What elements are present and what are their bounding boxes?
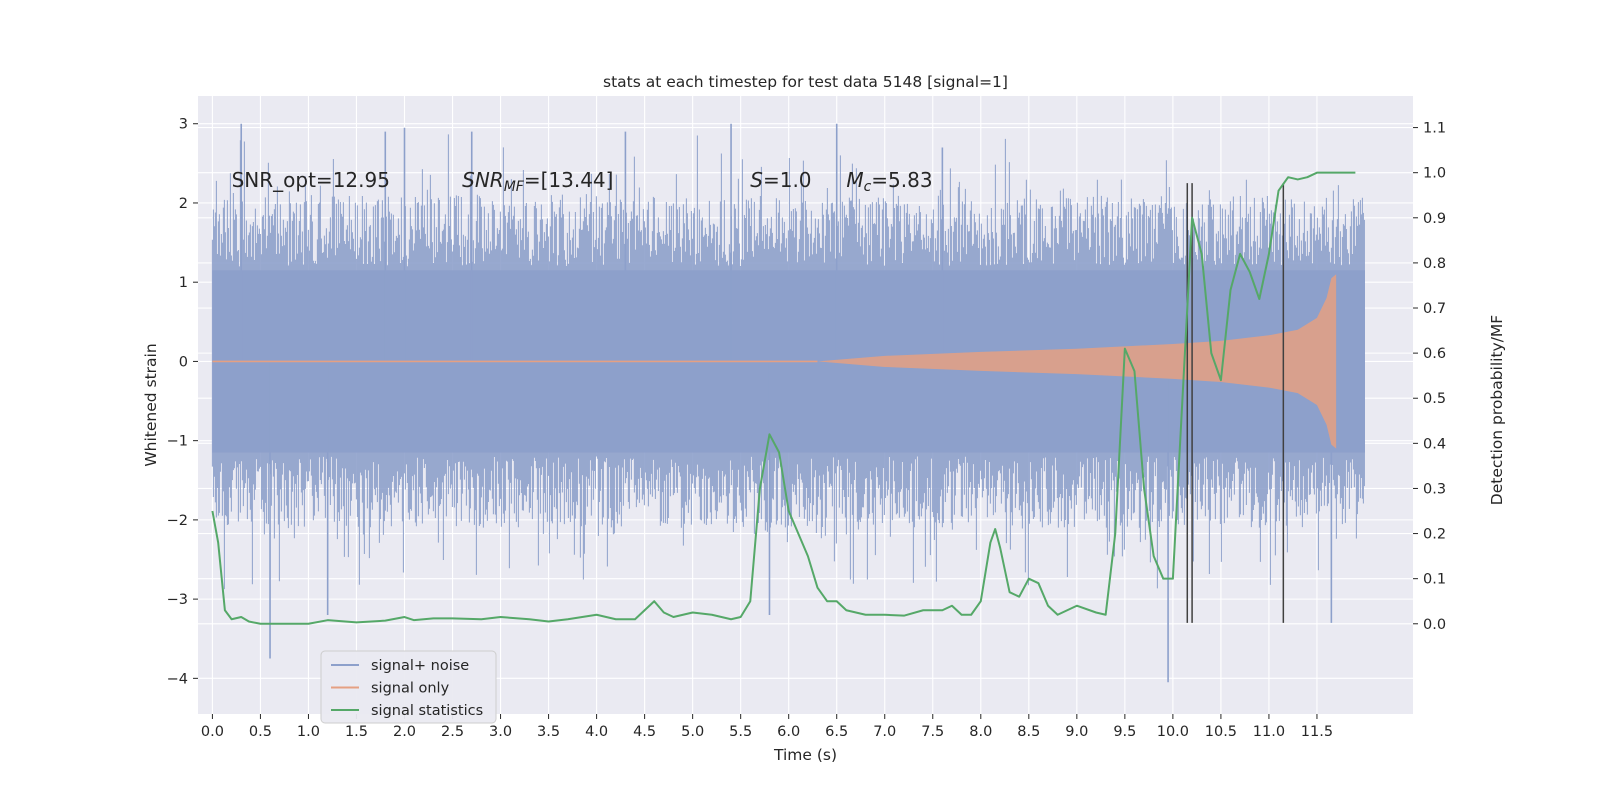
chart-title: stats at each timestep for test data 514… (603, 73, 1008, 91)
y-tick-label: 2 (179, 196, 188, 212)
y-tick-label: −4 (167, 671, 188, 687)
annotation-s: S=1.0 (750, 168, 811, 192)
y-tick-label-right: 0.0 (1423, 617, 1446, 633)
legend-label: signal statistics (371, 703, 483, 719)
x-tick-label: 5.0 (681, 724, 704, 740)
x-axis-label: Time (s) (773, 746, 837, 764)
x-tick-label: 1.0 (297, 724, 320, 740)
y-tick-label-right: 0.6 (1423, 346, 1446, 362)
y-tick-label-right: 0.7 (1423, 301, 1446, 317)
y-tick-label: −2 (167, 513, 188, 529)
y-tick-label-right: 0.4 (1423, 436, 1446, 452)
x-tick-label: 2.0 (393, 724, 416, 740)
x-tick-label: 1.5 (345, 724, 368, 740)
y-tick-label-right: 0.5 (1423, 391, 1446, 407)
x-tick-label: 4.5 (633, 724, 656, 740)
legend: signal+ noise signal only signal statistic… (320, 650, 497, 724)
y-tick-label-right: 0.9 (1423, 211, 1446, 227)
y-tick-label-right: 0.1 (1423, 572, 1446, 588)
series-signal-only (212, 274, 1337, 449)
y-tick-label: 1 (179, 275, 188, 291)
x-tick-label: 0.0 (201, 724, 224, 740)
annotation-snr-opt: SNR_opt=12.95 (232, 168, 390, 192)
y-tick-label-right: 0.3 (1423, 481, 1446, 497)
y-tick-label-right: 0.8 (1423, 256, 1446, 272)
axes: 0.0 0.5 1.0 1.5 2.0 2.5 3.0 3.5 4.0 4.5 5.0 5.5 6.0 6… (167, 117, 1446, 740)
y-tick-label-right: 0.2 (1423, 527, 1446, 543)
x-tick-label: 9.5 (1113, 724, 1136, 740)
x-tick-label: 10.0 (1157, 724, 1189, 740)
x-tick-label: 3.0 (489, 724, 512, 740)
annotations: SNR_opt=12.95 SNRMF=[13.44] S=1.0 Mc=5.83 (232, 168, 933, 195)
y-tick-label: −1 (167, 434, 188, 450)
x-tick-label: 2.5 (441, 724, 464, 740)
series-signal-statistics (211, 171, 1356, 625)
legend-label: signal only (371, 681, 450, 697)
x-tick-label: 8.0 (969, 724, 992, 740)
x-tick-label: 3.5 (537, 724, 560, 740)
x-tick-label: 7.5 (921, 724, 944, 740)
x-tick-label: 7.0 (873, 724, 896, 740)
x-tick-label: 6.0 (777, 724, 800, 740)
x-tick-label: 11.0 (1253, 724, 1285, 740)
annotation-mc: Mc=5.83 (846, 168, 932, 195)
x-tick-label: 0.5 (249, 724, 272, 740)
x-tick-label: 6.5 (825, 724, 848, 740)
signal-envelope (817, 274, 1337, 449)
y-tick-label: 3 (179, 117, 188, 133)
x-tick-label: 10.5 (1205, 724, 1237, 740)
y-tick-label-right: 1.0 (1423, 166, 1446, 182)
x-tick-label: 4.0 (585, 724, 608, 740)
y-axis-label-right: Detection probability/MF (1488, 315, 1506, 506)
legend-box (320, 650, 497, 724)
x-tick-label: 5.5 (729, 724, 752, 740)
y-tick-label: −3 (167, 592, 188, 608)
y-tick-label: 0 (179, 354, 188, 370)
annotation-snr-mf: SNRMF=[13.44] (462, 168, 613, 195)
y-tick-label-right: 1.1 (1423, 121, 1446, 137)
data-layer (211, 123, 1365, 683)
x-tick-label: 8.5 (1017, 724, 1040, 740)
x-tick-label: 11.5 (1301, 724, 1333, 740)
x-tick-label: 9.0 (1065, 724, 1088, 740)
legend-label: signal+ noise (371, 658, 469, 674)
y-axis-label: Whitened strain (142, 343, 160, 466)
